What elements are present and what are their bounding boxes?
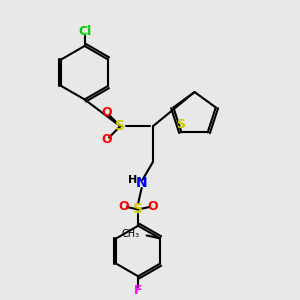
Text: S: S xyxy=(133,202,143,216)
Text: O: O xyxy=(118,200,129,213)
Text: H: H xyxy=(128,175,137,185)
Text: O: O xyxy=(102,133,112,146)
Text: O: O xyxy=(148,200,158,213)
Text: Cl: Cl xyxy=(78,26,91,38)
Text: N: N xyxy=(136,176,148,190)
Text: S: S xyxy=(176,118,185,131)
Text: CH₃: CH₃ xyxy=(122,229,140,239)
Text: O: O xyxy=(102,106,112,119)
Text: F: F xyxy=(134,284,142,297)
Text: S: S xyxy=(115,119,125,133)
